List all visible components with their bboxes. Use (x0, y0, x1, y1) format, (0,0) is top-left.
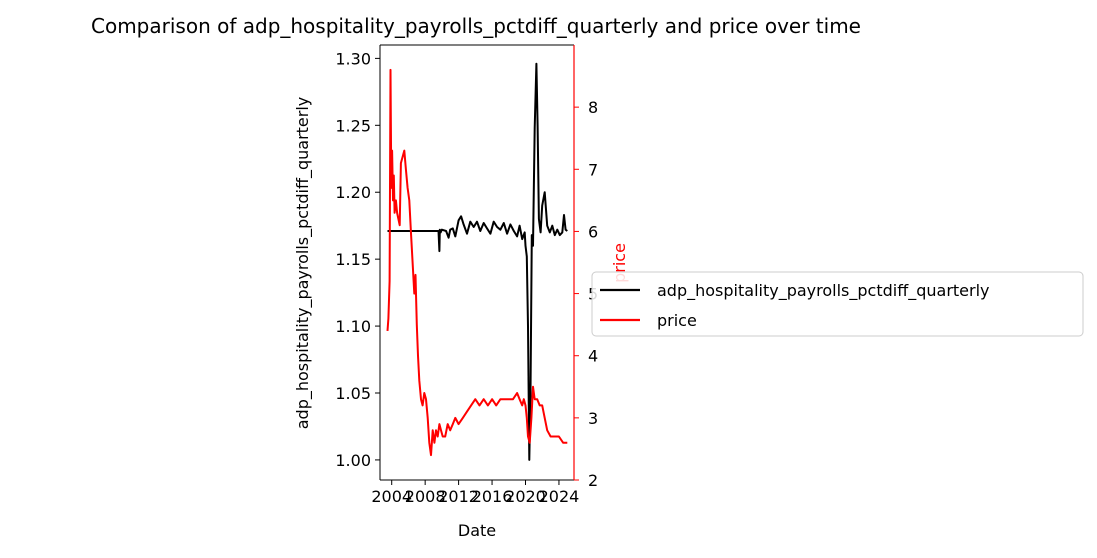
y-right-tick-label: 4 (588, 347, 598, 366)
x-tick-label: 2024 (539, 487, 580, 506)
legend-label-price: price (657, 311, 697, 330)
x-axis-label: Date (458, 521, 496, 540)
y-right-tick-label: 2 (588, 471, 598, 490)
y-right-tick-label: 6 (588, 222, 598, 241)
chart-title: Comparison of adp_hospitality_payrolls_p… (91, 14, 861, 38)
y-right-tick-label: 7 (588, 160, 598, 179)
y-left-tick-label: 1.10 (335, 317, 371, 336)
x-tick-label: 2016 (472, 487, 513, 506)
series-line-price (386, 68, 568, 457)
y-left-tick-label: 1.15 (335, 250, 371, 269)
series-line-adp (387, 62, 568, 461)
legend: adp_hospitality_payrolls_pctdiff_quarter… (591, 271, 1084, 337)
y-left-tick-label: 1.25 (335, 116, 371, 135)
y-right-tick-label: 8 (588, 98, 598, 117)
y-left-tick-label: 1.05 (335, 384, 371, 403)
y-axis-left-label: adp_hospitality_payrolls_pctdiff_quarter… (293, 97, 313, 430)
x-tick-label: 2020 (505, 487, 546, 506)
x-tick-label: 2004 (371, 487, 412, 506)
series-layer (386, 62, 568, 461)
x-tick-label: 2012 (438, 487, 479, 506)
y-right-tick-label: 3 (588, 409, 598, 428)
legend-frame (591, 271, 1084, 337)
x-tick-label: 2008 (405, 487, 446, 506)
y-left-tick-label: 1.00 (335, 451, 371, 470)
y-left-tick-label: 1.30 (335, 49, 371, 68)
legend-label-adp: adp_hospitality_payrolls_pctdiff_quarter… (657, 281, 990, 301)
y-left-tick-label: 1.20 (335, 183, 371, 202)
